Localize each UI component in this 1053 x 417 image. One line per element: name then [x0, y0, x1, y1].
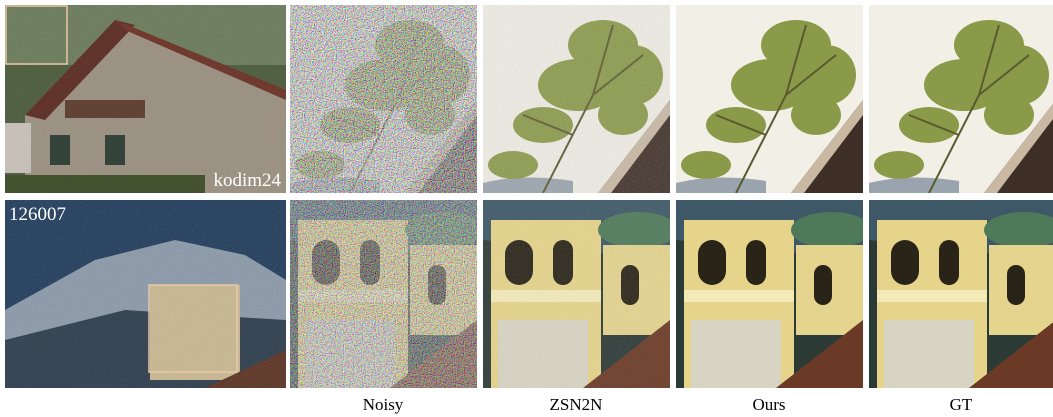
- image-panel: [290, 5, 477, 193]
- column-caption: ZSN2N: [550, 395, 603, 414]
- column-caption: Noisy: [363, 395, 404, 414]
- image-panel: 126007: [5, 200, 286, 388]
- figure: kodim24 126007 Noisy ZSN2N Ours GT: [0, 0, 1053, 417]
- image-panel: [676, 200, 871, 388]
- image-panel: kodim24: [5, 5, 286, 193]
- image-label: kodim24: [213, 170, 281, 191]
- image-panel: [869, 5, 1053, 193]
- column-caption: Ours: [752, 395, 785, 414]
- image-panel: [483, 5, 670, 193]
- image-label: 126007: [9, 204, 66, 225]
- image-panel: [290, 200, 485, 388]
- image-panel: [676, 5, 863, 193]
- image-panel: [483, 200, 678, 388]
- column-caption: GT: [950, 395, 973, 414]
- image-panel: [869, 200, 1053, 388]
